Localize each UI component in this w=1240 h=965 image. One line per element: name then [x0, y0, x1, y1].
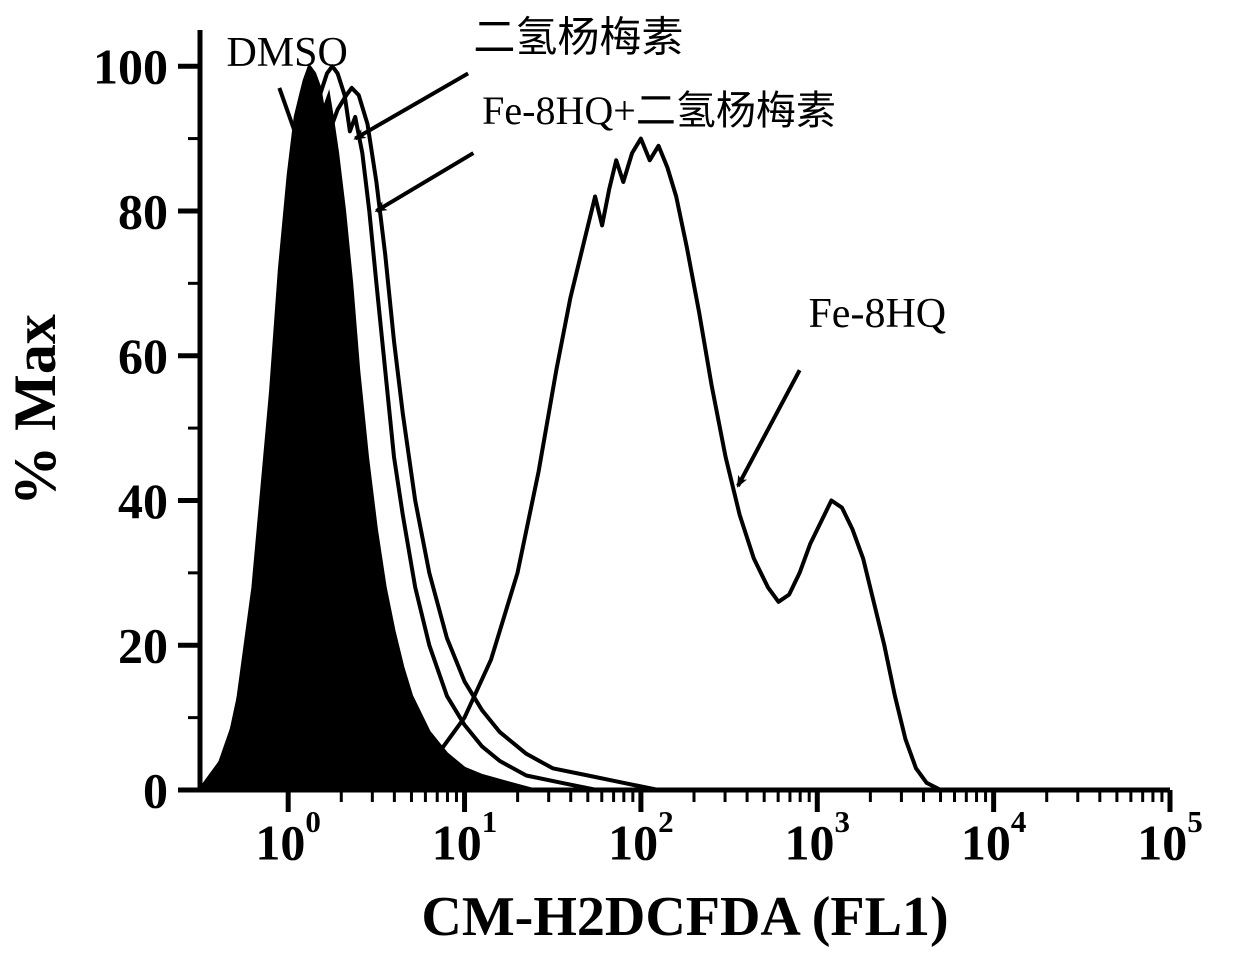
- annotation-label-fe8hq_dhm: Fe-8HQ+二氢杨梅素: [482, 88, 836, 133]
- y-tick-label: 80: [118, 183, 168, 239]
- annotation-arrow-dhm: [355, 73, 468, 138]
- x-tick-label: 102: [608, 804, 674, 871]
- flow-cytometry-chart: 100 101 102 103 104 105 0 20 40 60 80 100 % Max CM-H2…: [0, 0, 1240, 965]
- series-fe8hq: [385, 139, 941, 790]
- y-tick-label: 100: [93, 39, 168, 95]
- x-tick-label: 101: [432, 804, 497, 871]
- x-tick-label: 105: [1137, 804, 1203, 871]
- y-tick-label: 60: [118, 328, 168, 384]
- y-tick-label: 0: [143, 763, 168, 819]
- x-tick-label: 103: [785, 804, 851, 871]
- series-group: [200, 66, 941, 790]
- annotation-arrow-fe8hq: [738, 370, 800, 486]
- x-tick-label: 100: [255, 804, 321, 871]
- annotation-arrow-fe8hq_dhm: [376, 153, 473, 211]
- y-tick-label: 40: [118, 473, 168, 529]
- annotation-label-fe8hq: Fe-8HQ: [808, 291, 946, 337]
- y-tick-label: 20: [118, 618, 168, 674]
- x-tick-label: 104: [961, 804, 1027, 871]
- annotation-label-dhm: 二氢杨梅素: [473, 16, 683, 62]
- annotation-label-dmso: DMSO: [226, 30, 347, 76]
- x-axis-label: CM-H2DCFDA (FL1): [421, 886, 948, 948]
- y-axis-label: % Max: [2, 314, 68, 506]
